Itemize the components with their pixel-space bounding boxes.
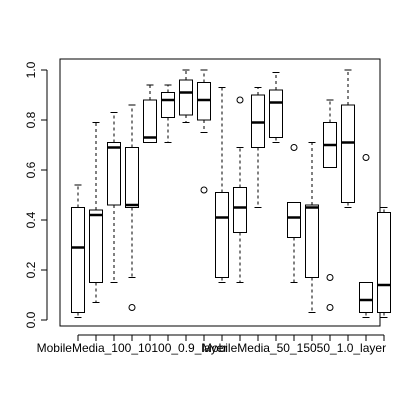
box-group	[341, 69, 355, 208]
box-group	[323, 99, 337, 311]
box-iqr	[287, 202, 301, 238]
y-tick-label: 1.0	[24, 61, 38, 78]
box-iqr	[269, 89, 283, 138]
box-group	[125, 104, 139, 311]
outlier-point	[236, 96, 244, 104]
box-iqr	[305, 204, 319, 278]
box-group	[143, 84, 157, 143]
box-iqr	[233, 187, 247, 233]
outlier-point	[326, 304, 334, 311]
box-iqr	[359, 282, 373, 313]
box-group	[359, 154, 373, 318]
x-axis: MobileMedia_100_10100_0.9_layerMobileMed…	[37, 334, 386, 355]
plot-frame	[59, 58, 381, 327]
box-iqr	[179, 79, 193, 116]
outlier-point	[290, 144, 298, 151]
box-iqr	[215, 192, 229, 278]
boxes-layer	[71, 69, 391, 318]
box-iqr	[125, 147, 139, 208]
box-iqr	[71, 207, 85, 313]
box-group	[71, 184, 85, 318]
outlier-point	[128, 304, 136, 311]
box-iqr	[161, 92, 175, 118]
y-tick-label: 0.0	[24, 311, 38, 328]
x-tick-label: MobileMedia_100_10100_0.9_layer	[37, 341, 228, 355]
box-group	[197, 69, 211, 194]
box-iqr	[89, 209, 103, 283]
x-tick-label: MobileMedia_50_15050_1.0_layer	[202, 341, 386, 355]
y-tick-label: 0.6	[24, 161, 38, 178]
box-group	[107, 112, 121, 283]
box-iqr	[377, 212, 391, 313]
outlier-point	[200, 186, 208, 194]
outlier-point	[362, 154, 370, 161]
box-iqr	[341, 104, 355, 203]
box-group	[305, 142, 319, 313]
y-tick-label: 0.8	[24, 111, 38, 128]
y-axis: 0.0 0.2 0.4 0.6 0.8 1.0	[24, 61, 48, 328]
box-group	[179, 69, 193, 123]
outlier-point	[326, 274, 334, 281]
box-group	[233, 96, 247, 283]
box-iqr	[107, 142, 121, 206]
box-group	[269, 72, 283, 143]
box-group	[377, 207, 391, 318]
box-group	[161, 84, 175, 143]
box-group	[287, 144, 301, 283]
y-tick-label: 0.2	[24, 261, 38, 278]
box-group	[251, 87, 265, 208]
box-group	[215, 87, 229, 283]
y-tick-label: 0.4	[24, 211, 38, 228]
box-group	[89, 122, 103, 303]
box-iqr	[143, 99, 157, 143]
